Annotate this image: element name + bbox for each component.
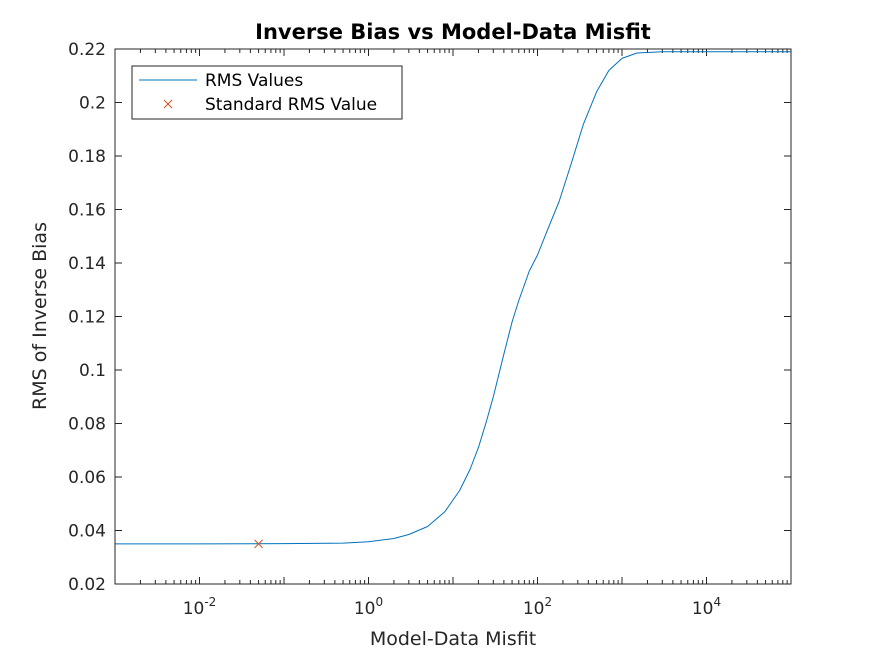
y-axis-label: RMS of Inverse Bias (29, 222, 51, 410)
y-tick-label: 0.08 (68, 415, 106, 435)
marker-stroke (163, 99, 173, 109)
legend-label-rms-values: RMS Values (205, 71, 303, 91)
x-tick-label: 104 (692, 595, 721, 619)
y-tick-label: 0.02 (68, 575, 106, 595)
legend-label-standard-rms-value: Standard RMS Value (205, 95, 377, 115)
y-tick-label: 0.2 (79, 94, 106, 114)
x-tick-label: 10-2 (183, 595, 217, 619)
y-tick-label: 0.18 (68, 147, 106, 167)
y-tick-label: 0.1 (79, 361, 106, 381)
series-line-rms-values (115, 51, 791, 545)
y-tick-label: 0.06 (68, 468, 106, 488)
y-tick-label: 0.14 (68, 254, 106, 274)
axes-box (114, 48, 792, 585)
y-tick-label: 0.22 (68, 40, 106, 60)
legend-box (131, 65, 403, 120)
y-tick-label: 0.16 (68, 201, 106, 221)
y-tick-label: 0.04 (68, 522, 106, 542)
legend: RMS Values Standard RMS Value (131, 65, 403, 120)
chart-title: Inverse Bias vs Model-Data Misfit (255, 20, 651, 44)
y-tick-label: 0.12 (68, 308, 106, 328)
plot-area (115, 49, 791, 584)
series-marker-standard-rms-value (254, 539, 263, 549)
x-axis-label: Model-Data Misfit (370, 628, 536, 650)
x-tick-label: 100 (354, 595, 383, 619)
legend-marker-swatch (163, 99, 173, 109)
tick-labels: 0.02 0.04 0.06 0.08 0.1 0.12 0.14 0.16 0.18 0.2 0.… (68, 40, 721, 619)
series-layer (115, 51, 791, 549)
x-tick-label: 102 (523, 595, 552, 619)
marker-stroke (254, 539, 263, 549)
